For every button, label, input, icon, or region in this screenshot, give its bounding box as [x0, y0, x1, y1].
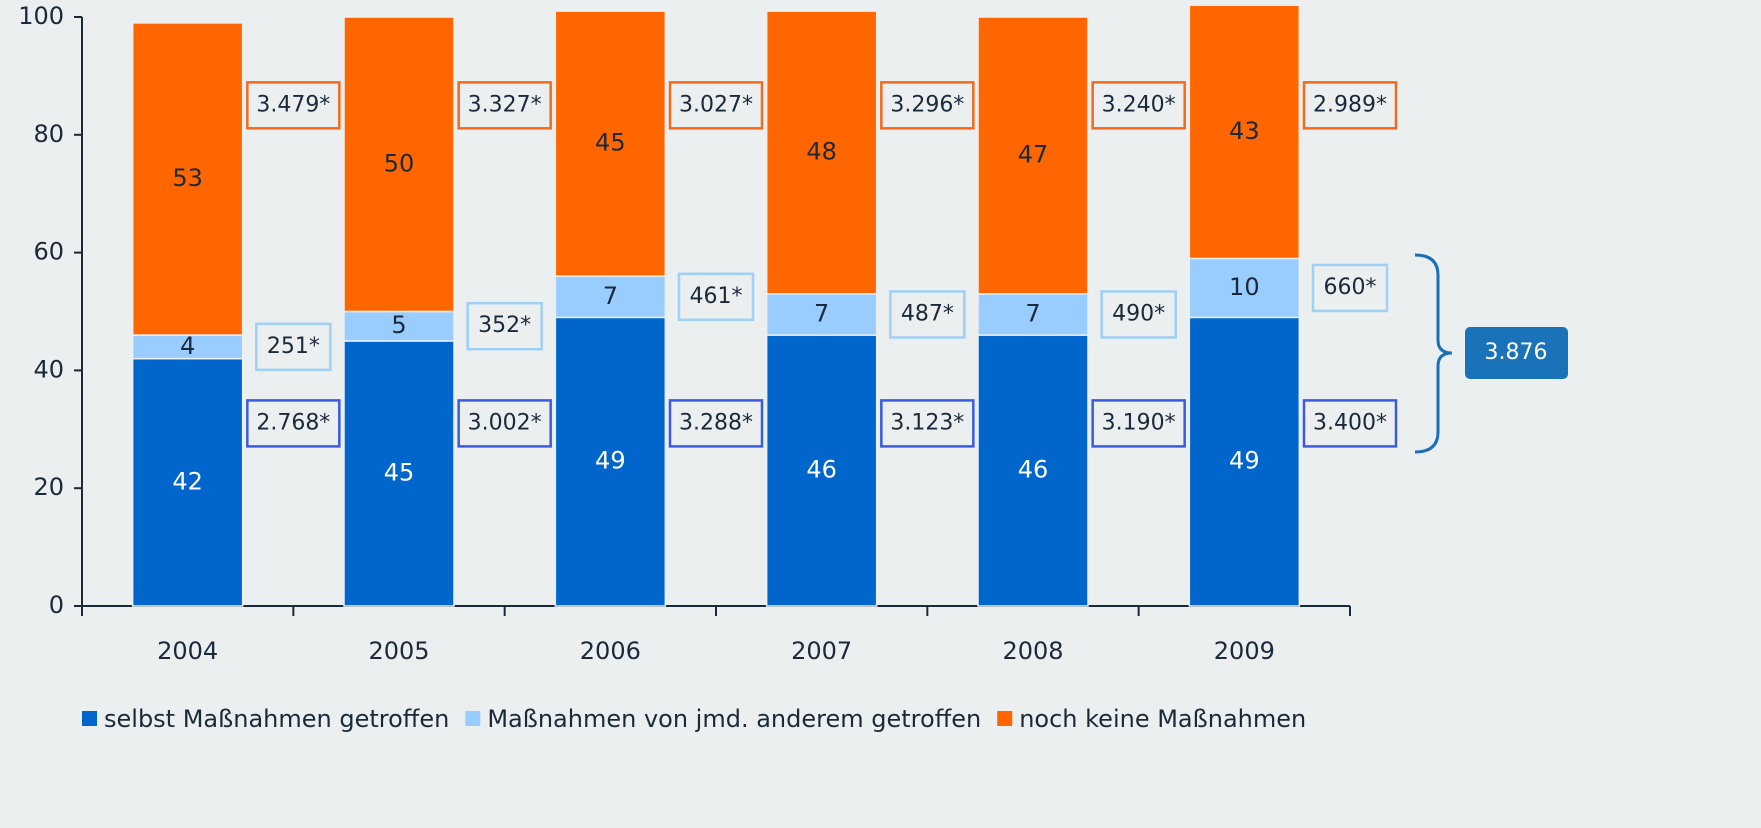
count-box	[889, 290, 966, 339]
value-label: 43	[1229, 117, 1260, 145]
count-box	[457, 81, 552, 130]
total-box	[1465, 327, 1568, 379]
count-label: 2.768*	[256, 410, 330, 435]
value-label: 48	[806, 137, 837, 165]
value-label: 45	[595, 129, 626, 157]
value-label: 45	[384, 458, 415, 486]
count-label: 3.479*	[256, 92, 330, 117]
count-box	[255, 322, 332, 372]
count-box	[668, 399, 764, 448]
x-tick-label: 2009	[1214, 637, 1275, 665]
x-tick-label: 2004	[157, 637, 218, 665]
count-box	[1302, 81, 1398, 130]
count-label: 660*	[1324, 275, 1377, 300]
value-label: 7	[603, 282, 618, 310]
value-label: 42	[172, 467, 203, 495]
count-box	[1091, 81, 1186, 130]
y-tick-label: 20	[33, 473, 64, 501]
x-tick-label: 2008	[1002, 637, 1063, 665]
count-label: 3.027*	[679, 92, 753, 117]
bracket	[1414, 253, 1453, 454]
count-box	[677, 272, 755, 322]
count-label: 3.400*	[1313, 410, 1387, 435]
count-box	[880, 399, 975, 448]
count-box	[466, 301, 543, 351]
value-label: 49	[595, 447, 626, 475]
y-tick-label: 80	[33, 120, 64, 148]
bar-segment	[554, 10, 667, 277]
count-label: 352*	[478, 313, 531, 338]
value-label: 46	[806, 456, 837, 484]
count-label: 461*	[690, 284, 743, 309]
value-label: 4	[180, 332, 195, 360]
count-label: 3.002*	[468, 410, 542, 435]
y-tick-label: 40	[33, 355, 64, 383]
x-tick-label: 2007	[791, 637, 852, 665]
bar-segment	[1188, 257, 1301, 319]
bar-segment	[554, 316, 667, 607]
legend-swatch	[82, 711, 97, 726]
legend-swatch	[997, 711, 1013, 726]
bar-segment	[977, 334, 1089, 607]
count-label: 2.989*	[1313, 92, 1387, 117]
y-tick-label: 0	[49, 591, 64, 619]
bar-segment	[343, 340, 455, 607]
y-tick-label: 60	[33, 238, 64, 266]
count-box	[246, 81, 341, 130]
value-label: 47	[1018, 140, 1049, 168]
value-label: 46	[1018, 456, 1049, 484]
bar-segment	[554, 275, 667, 319]
value-label: 10	[1229, 273, 1260, 301]
value-label: 5	[391, 311, 406, 339]
total-label: 3.876	[1485, 340, 1548, 365]
count-box	[1100, 290, 1177, 339]
count-box	[1302, 399, 1398, 448]
value-label: 49	[1229, 447, 1260, 475]
bar-segment	[343, 16, 455, 313]
count-label: 3.190*	[1102, 410, 1176, 435]
value-label: 7	[814, 299, 829, 327]
bar-segment	[977, 293, 1089, 336]
count-label: 3.240*	[1102, 92, 1176, 117]
x-tick-label: 2005	[368, 637, 429, 665]
count-label: 3.327*	[468, 92, 542, 117]
y-tick-label: 100	[18, 2, 64, 30]
bar-segment	[765, 10, 878, 295]
count-label: 3.123*	[890, 410, 964, 435]
count-label: 487*	[901, 301, 954, 326]
bar-segment	[1188, 316, 1301, 607]
legend-swatch	[465, 711, 481, 726]
count-box	[1091, 399, 1186, 448]
count-label: 490*	[1112, 301, 1165, 326]
x-tick-label: 2006	[580, 637, 641, 665]
value-label: 7	[1025, 299, 1040, 327]
bar-segment	[977, 16, 1089, 295]
bar-segment	[131, 22, 244, 336]
count-box	[1311, 263, 1389, 313]
bar-segment	[131, 357, 244, 607]
count-label: 3.288*	[679, 410, 753, 435]
count-label: 3.296*	[890, 92, 964, 117]
bar-segment	[1188, 4, 1301, 260]
bar-segment	[343, 310, 455, 342]
count-label: 251*	[267, 334, 320, 359]
count-box	[668, 81, 764, 130]
legend-label: Maßnahmen von jmd. anderem getroffen	[487, 705, 981, 733]
count-box	[457, 399, 552, 448]
value-label: 50	[384, 149, 415, 177]
count-box	[880, 81, 975, 130]
bar-segment	[765, 293, 878, 336]
count-box	[246, 399, 341, 448]
legend-label: selbst Maßnahmen getroffen	[104, 705, 449, 733]
value-label: 53	[172, 164, 203, 192]
legend-label: noch keine Maßnahmen	[1019, 705, 1306, 733]
